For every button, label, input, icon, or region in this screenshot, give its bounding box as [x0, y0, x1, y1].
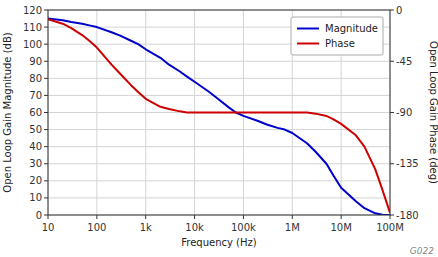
legend-swatch	[297, 28, 319, 30]
plot-frame	[48, 10, 390, 215]
y2-axis-label: Open Loop Gain Phase (deg)	[428, 41, 438, 184]
y2-tick	[390, 61, 394, 62]
x-tick-label: 100M	[376, 222, 404, 233]
x-tick	[48, 215, 49, 219]
y-tick-label: 70	[29, 90, 42, 101]
y-tick-label: 40	[29, 141, 42, 152]
y-grid-line	[48, 78, 390, 79]
y-grid-line	[48, 61, 390, 62]
y-tick-label: 90	[29, 56, 42, 67]
series-line	[48, 19, 390, 215]
y-tick-label: 110	[23, 22, 42, 33]
legend-entry: Phase	[325, 38, 355, 49]
annotation: G022	[410, 246, 434, 256]
y-grid-line	[48, 163, 390, 164]
x-tick	[96, 215, 97, 219]
legend: Magnitude Phase	[291, 17, 383, 55]
y-grid-line	[48, 129, 390, 130]
x-axis-label: Frequency (Hz)	[181, 237, 257, 248]
y-tick	[44, 129, 48, 130]
y-tick-label: 80	[29, 73, 42, 84]
x-tick	[194, 215, 195, 219]
y-grid-line	[48, 95, 390, 96]
x-tick	[243, 215, 244, 219]
y-tick	[44, 215, 48, 216]
y-tick	[44, 78, 48, 79]
x-tick-label: 1k	[140, 222, 152, 233]
x-tick-label: 10k	[185, 222, 204, 233]
y-tick-label: 50	[29, 124, 42, 135]
y-tick	[44, 27, 48, 28]
axes: 101001k10k100k1M10M100M01020304050607080…	[23, 5, 419, 234]
y2-tick	[390, 112, 394, 113]
x-tick-label: 1M	[285, 222, 300, 233]
x-tick-label: 100	[87, 222, 106, 233]
y-tick	[44, 163, 48, 164]
x-tick	[341, 215, 342, 219]
y2-tick-label: -180	[396, 210, 419, 221]
y2-tick	[390, 10, 394, 11]
legend-swatch	[297, 43, 319, 45]
y-tick	[44, 180, 48, 181]
y2-tick-label: -135	[396, 158, 419, 169]
y-tick	[44, 146, 48, 147]
plot-area	[48, 10, 390, 215]
y-grid-line	[48, 180, 390, 181]
y2-tick	[390, 215, 394, 216]
y2-tick-label: 0	[396, 5, 402, 16]
legend-entry: Magnitude	[325, 23, 378, 34]
x-tick	[390, 215, 391, 219]
x-tick-label: 100k	[231, 222, 256, 233]
y-tick	[44, 61, 48, 62]
y-tick-label: 100	[23, 39, 42, 50]
y-tick-label: 30	[29, 158, 42, 169]
series-lines	[48, 19, 390, 215]
y-tick	[44, 112, 48, 113]
y-tick-label: 10	[29, 192, 42, 203]
y-axis-label: Open Loop Gain Magnitude (dB)	[2, 32, 13, 192]
x-tick-label: 10	[42, 222, 55, 233]
y2-tick-label: -90	[396, 107, 412, 118]
grid	[48, 10, 390, 215]
y-tick-label: 0	[36, 210, 42, 221]
chart: 101001k10k100k1M10M100M01020304050607080…	[0, 0, 438, 257]
y-grid-line	[48, 146, 390, 147]
y-tick-label: 20	[29, 175, 42, 186]
y-tick	[44, 95, 48, 96]
x-tick	[145, 215, 146, 219]
y-tick-label: 60	[29, 107, 42, 118]
y-grid-line	[48, 197, 390, 198]
y2-tick	[390, 163, 394, 164]
y-tick-label: 120	[23, 5, 42, 16]
legend-box	[291, 17, 383, 55]
y-tick	[44, 10, 48, 11]
y-tick	[44, 197, 48, 198]
x-tick	[292, 215, 293, 219]
x-tick-label: 10M	[330, 222, 351, 233]
y-tick	[44, 44, 48, 45]
y2-tick-label: -45	[396, 56, 412, 67]
series-line	[48, 19, 390, 213]
